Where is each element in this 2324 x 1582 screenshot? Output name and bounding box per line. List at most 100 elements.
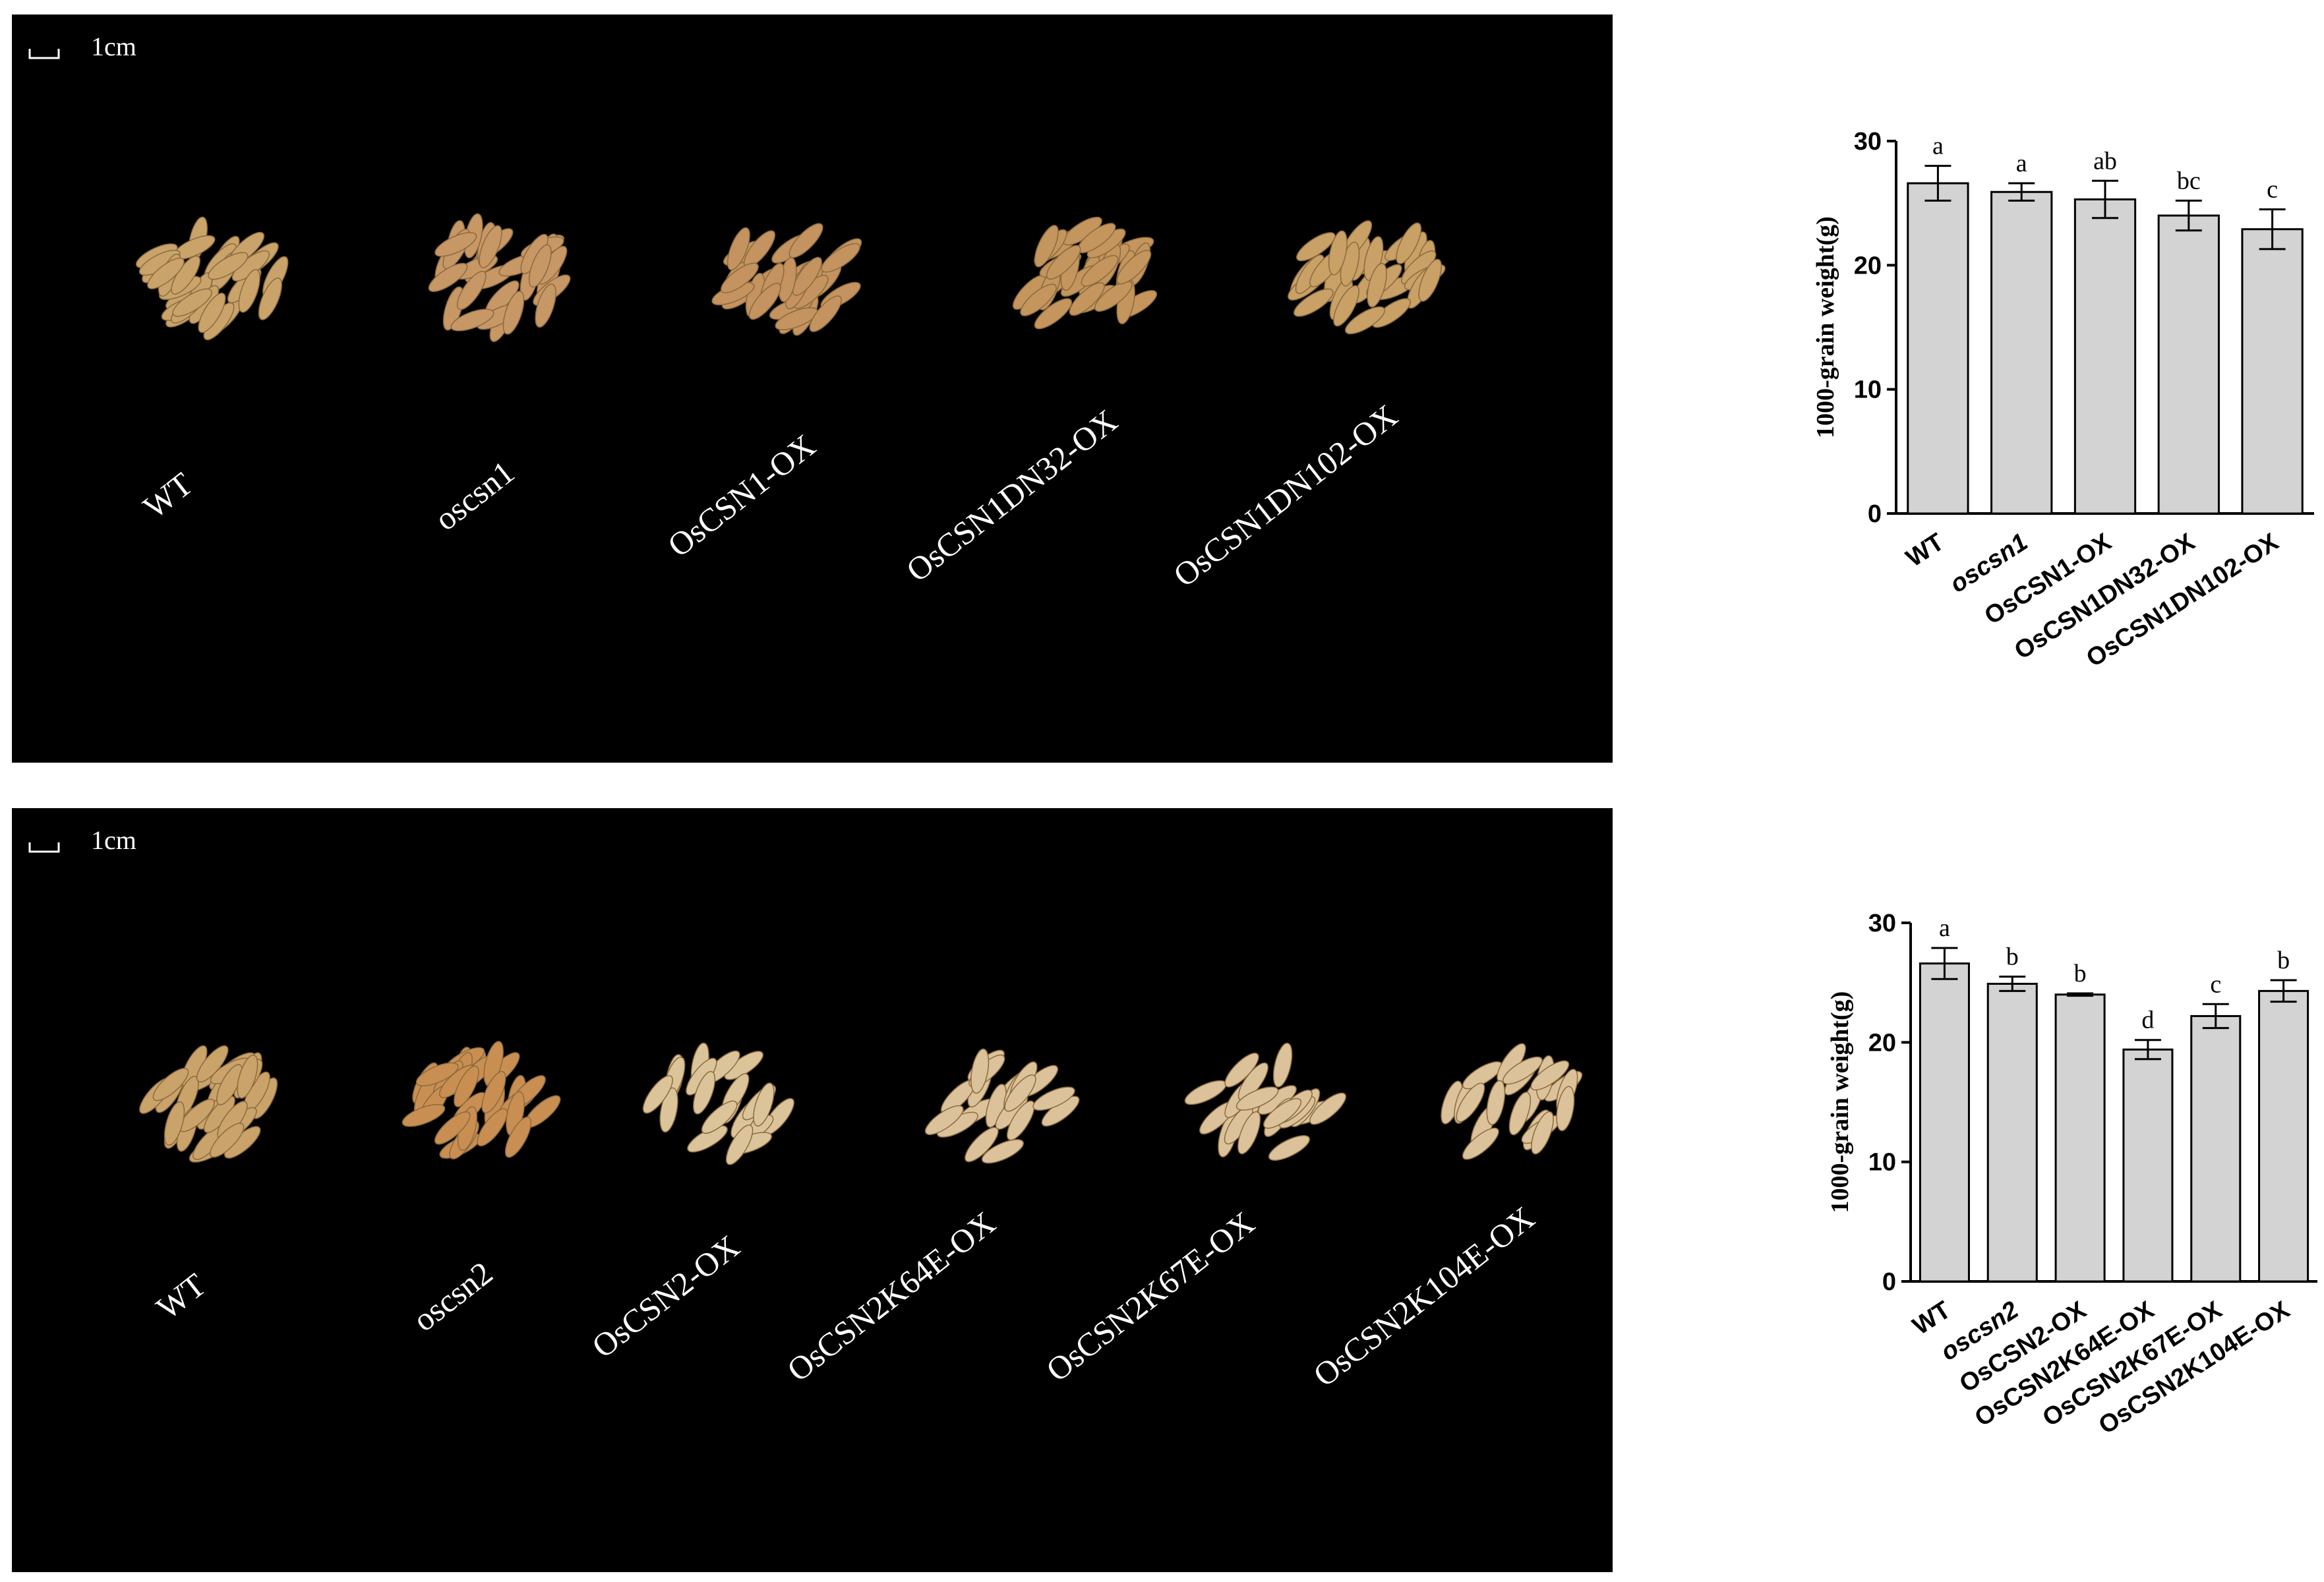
grain xyxy=(809,295,842,332)
grain xyxy=(1236,1086,1279,1111)
bar xyxy=(2122,1048,2174,1283)
significance-letter: ab xyxy=(2093,147,2117,175)
significance-letter: b xyxy=(2006,943,2019,971)
grain xyxy=(1007,1100,1035,1141)
bar xyxy=(2190,1014,2242,1283)
grain-cluster xyxy=(139,1045,278,1163)
grain xyxy=(748,283,781,320)
grain-cluster xyxy=(135,216,289,341)
grain xyxy=(1396,222,1422,264)
bar xyxy=(2073,198,2137,515)
grain xyxy=(775,307,818,331)
grain xyxy=(1328,230,1348,276)
grain xyxy=(1345,306,1386,335)
y-axis-label: 1000-grain weight(g) xyxy=(1812,216,1839,438)
error-bar xyxy=(2175,199,2202,232)
grain xyxy=(1004,1074,1036,1112)
grain xyxy=(504,1116,532,1158)
grain xyxy=(1032,1086,1075,1111)
grain xyxy=(1116,250,1152,285)
scale-label: 1cm xyxy=(91,825,136,855)
grain-cluster xyxy=(1012,216,1158,330)
grain xyxy=(450,308,494,332)
photo-panel xyxy=(12,15,1613,763)
grain xyxy=(152,1068,189,1101)
grain xyxy=(502,291,525,335)
grain xyxy=(258,278,282,320)
bar xyxy=(2241,228,2304,515)
grain xyxy=(1530,1060,1570,1091)
error-bar xyxy=(2134,1039,2161,1061)
x-tick-label: WT xyxy=(1901,528,1949,572)
grain xyxy=(981,1139,1024,1164)
grain xyxy=(147,257,185,289)
bar xyxy=(1986,982,2038,1283)
error-bar xyxy=(1931,947,1958,980)
grain-cluster xyxy=(924,1048,1080,1164)
grain xyxy=(1508,1092,1532,1136)
bar xyxy=(2054,993,2106,1283)
grain xyxy=(1094,281,1133,312)
grain xyxy=(481,1070,506,1114)
grain xyxy=(415,1062,459,1087)
significance-letter: a xyxy=(1939,914,1950,942)
grain xyxy=(237,1054,258,1099)
grain xyxy=(1237,1111,1261,1155)
grain xyxy=(1263,1098,1302,1129)
grain xyxy=(1556,1086,1575,1132)
grain xyxy=(1081,254,1119,287)
y-axis-label: 1000-grain weight(g) xyxy=(1826,991,1854,1214)
scale-bar xyxy=(28,842,60,853)
error-bar xyxy=(2092,179,2118,220)
grain xyxy=(210,1123,245,1158)
y-tick-label: 30 xyxy=(1854,128,1882,156)
significance-letter: a xyxy=(1932,132,1944,160)
grain-cluster xyxy=(1184,1042,1347,1161)
significance-letter: b xyxy=(2277,947,2290,974)
grain xyxy=(724,1051,764,1080)
grain xyxy=(1046,245,1081,280)
error-bar xyxy=(2259,208,2286,250)
x-tick-label: WT xyxy=(1908,1296,1955,1340)
error-bar xyxy=(2008,182,2035,202)
grain xyxy=(1418,258,1442,302)
bar xyxy=(1907,182,1969,515)
bar xyxy=(2258,989,2309,1283)
grain-cluster xyxy=(1288,220,1446,335)
grain xyxy=(924,1105,964,1136)
grain-cluster xyxy=(428,213,571,342)
grain xyxy=(208,252,249,280)
grain xyxy=(1272,1042,1293,1088)
grain xyxy=(1363,236,1384,281)
grain xyxy=(402,1103,446,1127)
grain xyxy=(693,1070,716,1115)
grain xyxy=(1462,1127,1499,1160)
grain xyxy=(1503,1056,1543,1085)
grain xyxy=(535,283,556,328)
y-tick-label: 30 xyxy=(1868,910,1896,937)
grain xyxy=(1268,1135,1311,1161)
grain xyxy=(477,1108,508,1147)
y-tick-label: 10 xyxy=(1854,376,1882,404)
grain xyxy=(1367,262,1387,308)
grain xyxy=(528,244,552,288)
grain xyxy=(701,1100,738,1134)
grain xyxy=(1294,288,1334,317)
scale-label: 1cm xyxy=(91,32,136,61)
grain xyxy=(725,1124,754,1165)
error-bar xyxy=(2067,992,2094,997)
grain xyxy=(821,243,860,273)
grain xyxy=(1456,1082,1485,1123)
grain xyxy=(753,1082,775,1127)
error-bar xyxy=(1999,976,2026,992)
significance-letter: a xyxy=(2016,150,2027,177)
grain-cluster xyxy=(402,1041,561,1159)
grain xyxy=(789,223,823,258)
grain xyxy=(196,1045,229,1082)
grain xyxy=(1486,1080,1506,1125)
grain xyxy=(1034,298,1073,330)
grain xyxy=(720,262,759,293)
grain-cluster xyxy=(642,1042,794,1165)
grain-cluster xyxy=(1441,1043,1583,1160)
